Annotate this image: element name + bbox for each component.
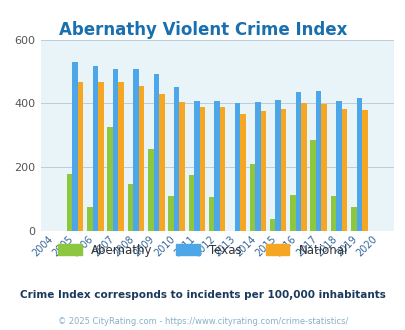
Bar — [295, 92, 301, 231]
Bar — [234, 103, 240, 231]
Bar — [107, 127, 113, 231]
Bar — [209, 197, 214, 231]
Bar — [139, 86, 144, 231]
Bar — [159, 94, 164, 231]
Bar — [361, 110, 367, 231]
Bar — [260, 111, 265, 231]
Text: Abernathy Violent Crime Index: Abernathy Violent Crime Index — [59, 21, 346, 40]
Bar — [335, 101, 341, 231]
Legend: Abernathy, Texas, National: Abernathy, Texas, National — [53, 239, 352, 261]
Bar — [92, 66, 98, 231]
Bar — [269, 219, 275, 231]
Text: © 2025 CityRating.com - https://www.cityrating.com/crime-statistics/: © 2025 CityRating.com - https://www.city… — [58, 317, 347, 326]
Bar — [254, 102, 260, 231]
Bar — [199, 107, 205, 231]
Bar — [301, 103, 306, 231]
Bar — [87, 207, 92, 231]
Bar — [321, 104, 326, 231]
Text: Crime Index corresponds to incidents per 100,000 inhabitants: Crime Index corresponds to incidents per… — [20, 290, 385, 300]
Bar — [179, 102, 184, 231]
Bar — [168, 196, 173, 231]
Bar — [315, 91, 321, 231]
Bar — [148, 149, 153, 231]
Bar — [310, 140, 315, 231]
Bar — [72, 62, 78, 231]
Bar — [194, 101, 199, 231]
Bar — [249, 164, 254, 231]
Bar — [275, 100, 280, 231]
Bar — [220, 107, 225, 231]
Bar — [113, 69, 118, 231]
Bar — [67, 174, 72, 231]
Bar — [133, 69, 139, 231]
Bar — [214, 101, 220, 231]
Bar — [341, 109, 346, 231]
Bar — [118, 82, 124, 231]
Bar — [78, 82, 83, 231]
Bar — [188, 175, 194, 231]
Bar — [128, 184, 133, 231]
Bar — [153, 74, 159, 231]
Bar — [240, 114, 245, 231]
Bar — [290, 195, 295, 231]
Bar — [173, 87, 179, 231]
Bar — [350, 207, 356, 231]
Bar — [356, 98, 361, 231]
Bar — [330, 196, 335, 231]
Bar — [98, 82, 103, 231]
Bar — [280, 109, 286, 231]
